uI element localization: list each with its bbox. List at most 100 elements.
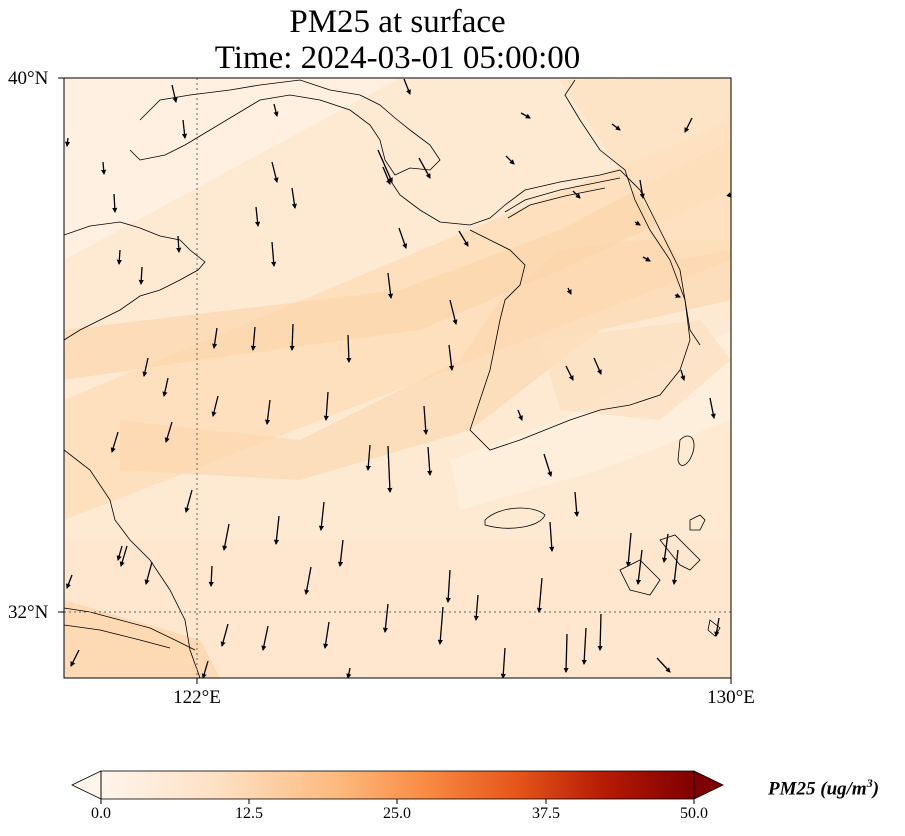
wind-arrow: [543, 453, 553, 477]
wind-arrow: [250, 326, 256, 352]
wind-arrow: [181, 119, 188, 140]
wind-arrow: [423, 405, 429, 436]
colorbar-label: PM25 (ug/m3): [768, 776, 880, 800]
wind-arrow: [377, 149, 393, 183]
wind-arrow: [563, 633, 569, 674]
wind-arrow: [458, 230, 469, 247]
wind-arrow: [714, 617, 720, 638]
wind-arrow: [271, 161, 279, 184]
wind-arrow: [500, 647, 506, 678]
wind-arrow: [611, 123, 621, 131]
wind-arrow: [289, 323, 295, 352]
wind-vectors: [64, 78, 731, 678]
wind-arrow: [382, 166, 391, 185]
wind-arrow: [656, 657, 671, 673]
wind-arrow: [365, 444, 371, 472]
wind-arrow: [520, 112, 531, 119]
wind-arrow: [184, 489, 193, 514]
wind-arrow: [387, 272, 394, 300]
coastlines: [64, 79, 721, 678]
wind-arrow: [291, 187, 297, 210]
wind-arrow: [566, 287, 572, 295]
wind-arrow: [212, 327, 218, 350]
wind-arrow: [565, 365, 574, 381]
wind-arrow: [684, 117, 693, 133]
wind-arrow: [346, 334, 352, 364]
wind-arrow: [445, 569, 451, 604]
wind-arrow: [572, 190, 581, 199]
wind-arrow: [273, 515, 280, 546]
wind-arrow: [437, 606, 444, 646]
wind-arrow: [593, 357, 602, 375]
wind-arrow: [116, 545, 123, 561]
map-subtitle-time: Time: 2024-03-01 05:00:00: [214, 40, 581, 76]
wind-arrow: [517, 409, 523, 421]
wind-arrow: [110, 431, 119, 453]
wind-arrow: [505, 155, 515, 165]
wind-arrow: [64, 137, 71, 148]
wind-arrow: [70, 649, 80, 667]
wind-arrow: [337, 539, 344, 568]
wind-arrow: [254, 206, 261, 228]
wind-arrow: [536, 577, 543, 614]
wind-arrow: [208, 565, 214, 588]
lat-label-40n: 40°N: [8, 68, 49, 89]
wind-arrow: [211, 395, 219, 418]
wind-arrow: [635, 549, 643, 586]
gridlines: [64, 78, 731, 678]
wind-arrow: [171, 84, 178, 104]
wind-arrow: [449, 299, 458, 326]
wind-arrow: [304, 566, 312, 596]
colorbar-min-extend: [71, 770, 102, 800]
wind-arrow: [473, 594, 479, 622]
wind-arrow: [427, 446, 433, 477]
wind-arrow: [144, 561, 153, 586]
wind-arrow: [66, 574, 73, 589]
colorbar-tick-2: 25.0: [383, 805, 411, 822]
wind-arrow: [201, 660, 209, 678]
wind-arrow: [642, 256, 651, 262]
wind-arrow: [162, 377, 169, 398]
wind-arrow: [680, 369, 686, 381]
wind-arrow: [323, 621, 330, 650]
wind-arrow: [662, 533, 669, 564]
colorbar-tick-1: 12.5: [235, 805, 263, 822]
wind-arrow: [142, 357, 149, 378]
wind-arrow: [273, 103, 279, 118]
wind-arrow: [261, 625, 269, 652]
wind-arrow: [581, 627, 587, 666]
wind-arrow: [346, 667, 352, 678]
wind-arrow: [549, 521, 555, 553]
colorbar-tick-0: 0.0: [91, 805, 111, 822]
wind-arrow: [403, 78, 411, 95]
wind-arrow: [222, 523, 230, 552]
wind-arrow: [112, 193, 118, 214]
map-frame: [63, 77, 732, 679]
wind-arrow: [398, 227, 408, 249]
wind-arrow: [418, 157, 431, 179]
colorbar-tick-4: 50.0: [680, 805, 708, 822]
colorbar-tick-3: 37.5: [532, 805, 560, 822]
lat-label-32n: 32°N: [8, 602, 49, 623]
wind-arrow: [709, 397, 716, 420]
wind-arrow: [119, 545, 128, 567]
wind-arrow: [387, 445, 393, 494]
wind-arrow: [164, 421, 173, 443]
wind-arrow: [625, 532, 632, 568]
wind-arrow: [597, 613, 603, 652]
wind-arrow: [176, 235, 182, 254]
wind-arrow: [101, 161, 107, 176]
lon-label-122e: 122°E: [173, 687, 221, 708]
wind-arrow: [674, 293, 681, 298]
wind-arrow: [138, 266, 144, 286]
wind-arrow: [264, 399, 271, 426]
map-title: PM25 at surface: [289, 4, 506, 40]
wind-arrow: [271, 241, 277, 268]
wind-arrow: [220, 623, 229, 648]
pm25-field: [64, 78, 731, 678]
lon-label-130e: 130°E: [707, 687, 755, 708]
colorbar: [71, 770, 724, 804]
wind-arrow: [323, 391, 329, 422]
colorbar-max-extend: [693, 770, 724, 800]
